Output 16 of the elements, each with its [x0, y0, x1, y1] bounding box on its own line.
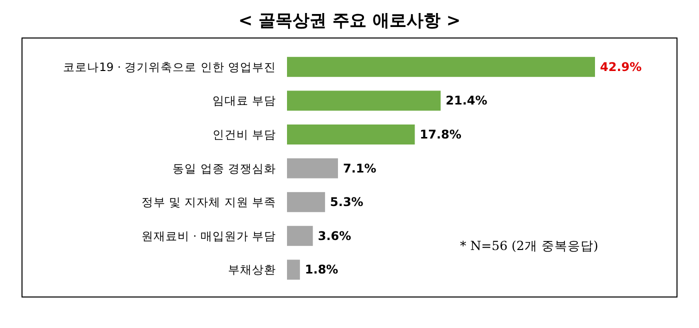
annotation: * N=56 (2개 중복응답) [460, 238, 598, 253]
category-label: 부채상환 [228, 262, 276, 277]
data-label: 1.8% [304, 262, 338, 277]
category-label: 원재료비 · 매입원가 부담 [141, 228, 276, 243]
category-label: 정부 및 지자체 지원 부족 [141, 195, 276, 210]
data-label: 3.6% [318, 228, 352, 243]
category-label: 인건비 부담 [212, 128, 276, 142]
title: < 골목상권 주요 애로사항 > [238, 11, 461, 31]
data-label: 42.9% [600, 60, 642, 74]
data-label: 5.3% [330, 195, 364, 210]
data-label: 17.8% [420, 128, 462, 142]
category-label: 임대료 부담 [212, 94, 276, 108]
data-label: 21.4% [446, 94, 488, 108]
category-label: 동일 업종 경쟁심화 [172, 161, 276, 176]
data-label: 7.1% [342, 161, 376, 176]
category-label: 코로나19 · 경기위축으로 인한 영업부진 [63, 60, 276, 74]
